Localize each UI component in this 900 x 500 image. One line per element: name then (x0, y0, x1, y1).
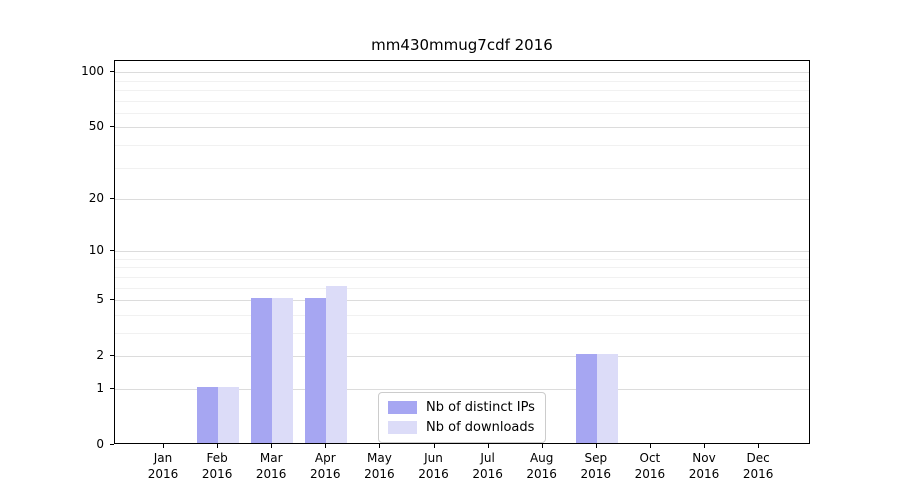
x-tick-mark (379, 444, 381, 448)
legend-swatch-downloads (388, 421, 417, 434)
minor-gridline (115, 277, 809, 278)
bar-downloads (326, 285, 348, 443)
x-tick-label: Mar 2016 (255, 451, 287, 481)
y-tick-mark (110, 299, 114, 301)
major-gridline (115, 251, 809, 253)
minor-gridline (115, 314, 809, 316)
x-tick-mark (758, 444, 760, 448)
bar-distinct-ips (305, 298, 327, 443)
x-tick-label: May 2016 (364, 451, 395, 481)
x-tick-mark (541, 444, 543, 448)
legend-entry-distinct-ips: Nb of distinct IPs (388, 400, 535, 415)
minor-gridline (115, 167, 809, 169)
major-gridline (115, 300, 809, 302)
x-tick-mark (217, 444, 219, 448)
x-tick-label: Dec 2016 (742, 451, 774, 481)
y-tick-label: 1 (96, 381, 104, 395)
major-gridline (115, 389, 809, 390)
y-tick-label: 2 (96, 348, 104, 363)
legend-label-distinct-ips: Nb of distinct IPs (426, 400, 535, 415)
x-tick-label: Feb 2016 (201, 451, 233, 481)
y-tick-label: 0 (96, 437, 104, 451)
bar-downloads (272, 298, 294, 443)
y-tick-mark (110, 355, 114, 357)
bar-downloads (218, 387, 240, 443)
major-gridline (115, 127, 809, 129)
bar-distinct-ips (197, 387, 219, 443)
minor-gridline (115, 287, 809, 289)
major-gridline (115, 356, 809, 358)
x-tick-label: Apr 2016 (310, 451, 341, 481)
x-tick-mark (487, 444, 489, 448)
minor-gridline (115, 258, 809, 260)
minor-gridline (115, 80, 809, 82)
x-tick-label: Jan 2016 (147, 451, 179, 481)
major-gridline (115, 72, 809, 73)
bar-distinct-ips (575, 354, 597, 443)
x-tick-label: Jul 2016 (472, 451, 503, 481)
x-tick-mark (163, 444, 164, 448)
y-tick-label: 10 (88, 243, 104, 258)
minor-gridline (115, 267, 809, 269)
legend: Nb of distinct IPs Nb of downloads (378, 392, 546, 443)
minor-gridline (115, 144, 809, 146)
x-tick-mark (649, 444, 651, 448)
x-tick-label: Sep 2016 (580, 451, 612, 481)
minor-gridline (115, 333, 809, 334)
chart-title: mm430mmug7cdf 2016 (371, 36, 553, 54)
x-tick-mark (271, 444, 273, 448)
x-tick-label: Aug 2016 (526, 451, 557, 481)
y-tick-mark (110, 71, 114, 72)
y-tick-mark (110, 444, 114, 445)
x-tick-mark (704, 444, 705, 448)
legend-label-downloads: Nb of downloads (426, 420, 535, 435)
y-tick-label: 50 (88, 119, 104, 134)
minor-gridline (115, 89, 809, 91)
minor-gridline (115, 100, 809, 102)
legend-entry-downloads: Nb of downloads (388, 420, 535, 435)
x-tick-label: Oct 2016 (634, 451, 666, 481)
x-tick-mark (433, 444, 435, 448)
legend-swatch-distinct-ips (388, 401, 417, 414)
y-tick-label: 5 (96, 292, 104, 307)
bar-distinct-ips (251, 298, 273, 443)
x-tick-mark (325, 444, 327, 448)
bar-downloads (596, 354, 618, 443)
y-tick-label: 100 (81, 64, 104, 78)
plot-area (114, 60, 810, 444)
x-tick-label: Jun 2016 (418, 451, 449, 481)
minor-gridline (115, 112, 809, 114)
x-tick-label: Nov 2016 (688, 451, 720, 481)
y-tick-label: 20 (88, 191, 104, 205)
x-tick-mark (595, 444, 597, 448)
y-tick-mark (110, 250, 114, 252)
y-tick-mark (110, 198, 114, 199)
y-tick-mark (110, 388, 114, 389)
major-gridline (115, 199, 809, 200)
y-tick-mark (110, 126, 114, 128)
